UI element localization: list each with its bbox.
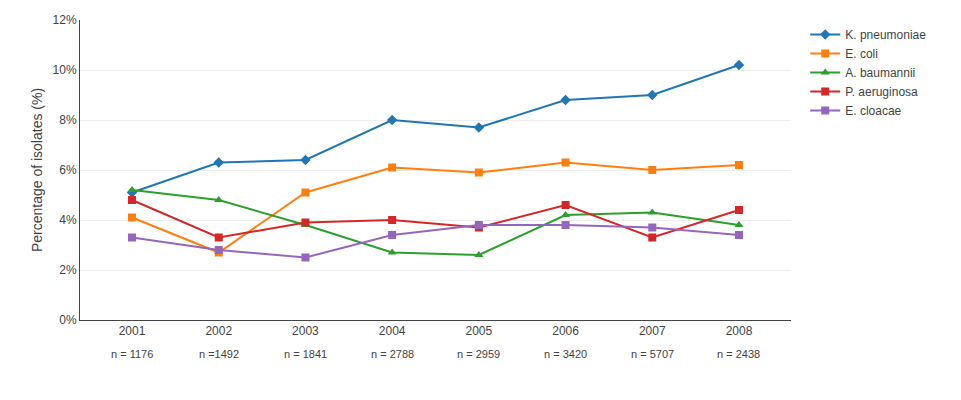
svg-text:E. cloacae: E. cloacae [845,104,901,118]
svg-text:Percentage of isolates (%): Percentage of isolates (%) [29,88,45,252]
svg-text:2%: 2% [59,263,77,277]
svg-text:0%: 0% [59,313,77,327]
svg-text:2006: 2006 [552,324,579,338]
svg-text:n =1492: n =1492 [199,348,239,360]
svg-text:2007: 2007 [639,324,666,338]
svg-text:n = 1176: n = 1176 [111,348,153,360]
svg-text:n = 5707: n = 5707 [631,348,674,360]
svg-text:n = 3420: n = 3420 [544,348,587,360]
svg-text:2005: 2005 [465,324,492,338]
svg-text:n = 2788: n = 2788 [371,348,414,360]
svg-text:K. pneumoniae: K. pneumoniae [845,28,926,42]
svg-text:10%: 10% [53,63,77,77]
svg-text:2001: 2001 [119,324,146,338]
svg-text:P. aeruginosa: P. aeruginosa [845,85,918,99]
svg-text:n = 1841: n = 1841 [284,348,327,360]
svg-text:4%: 4% [59,213,77,227]
svg-text:2003: 2003 [292,324,319,338]
svg-text:8%: 8% [59,113,77,127]
svg-text:n = 2438: n = 2438 [717,348,760,360]
svg-text:E. coli: E. coli [845,47,878,61]
svg-text:2002: 2002 [205,324,232,338]
svg-text:2008: 2008 [726,324,753,338]
svg-text:n = 2959: n = 2959 [457,348,500,360]
svg-text:12%: 12% [53,13,77,27]
svg-text:A. baumannii: A. baumannii [845,66,915,80]
svg-text:6%: 6% [59,163,77,177]
svg-text:2004: 2004 [379,324,406,338]
